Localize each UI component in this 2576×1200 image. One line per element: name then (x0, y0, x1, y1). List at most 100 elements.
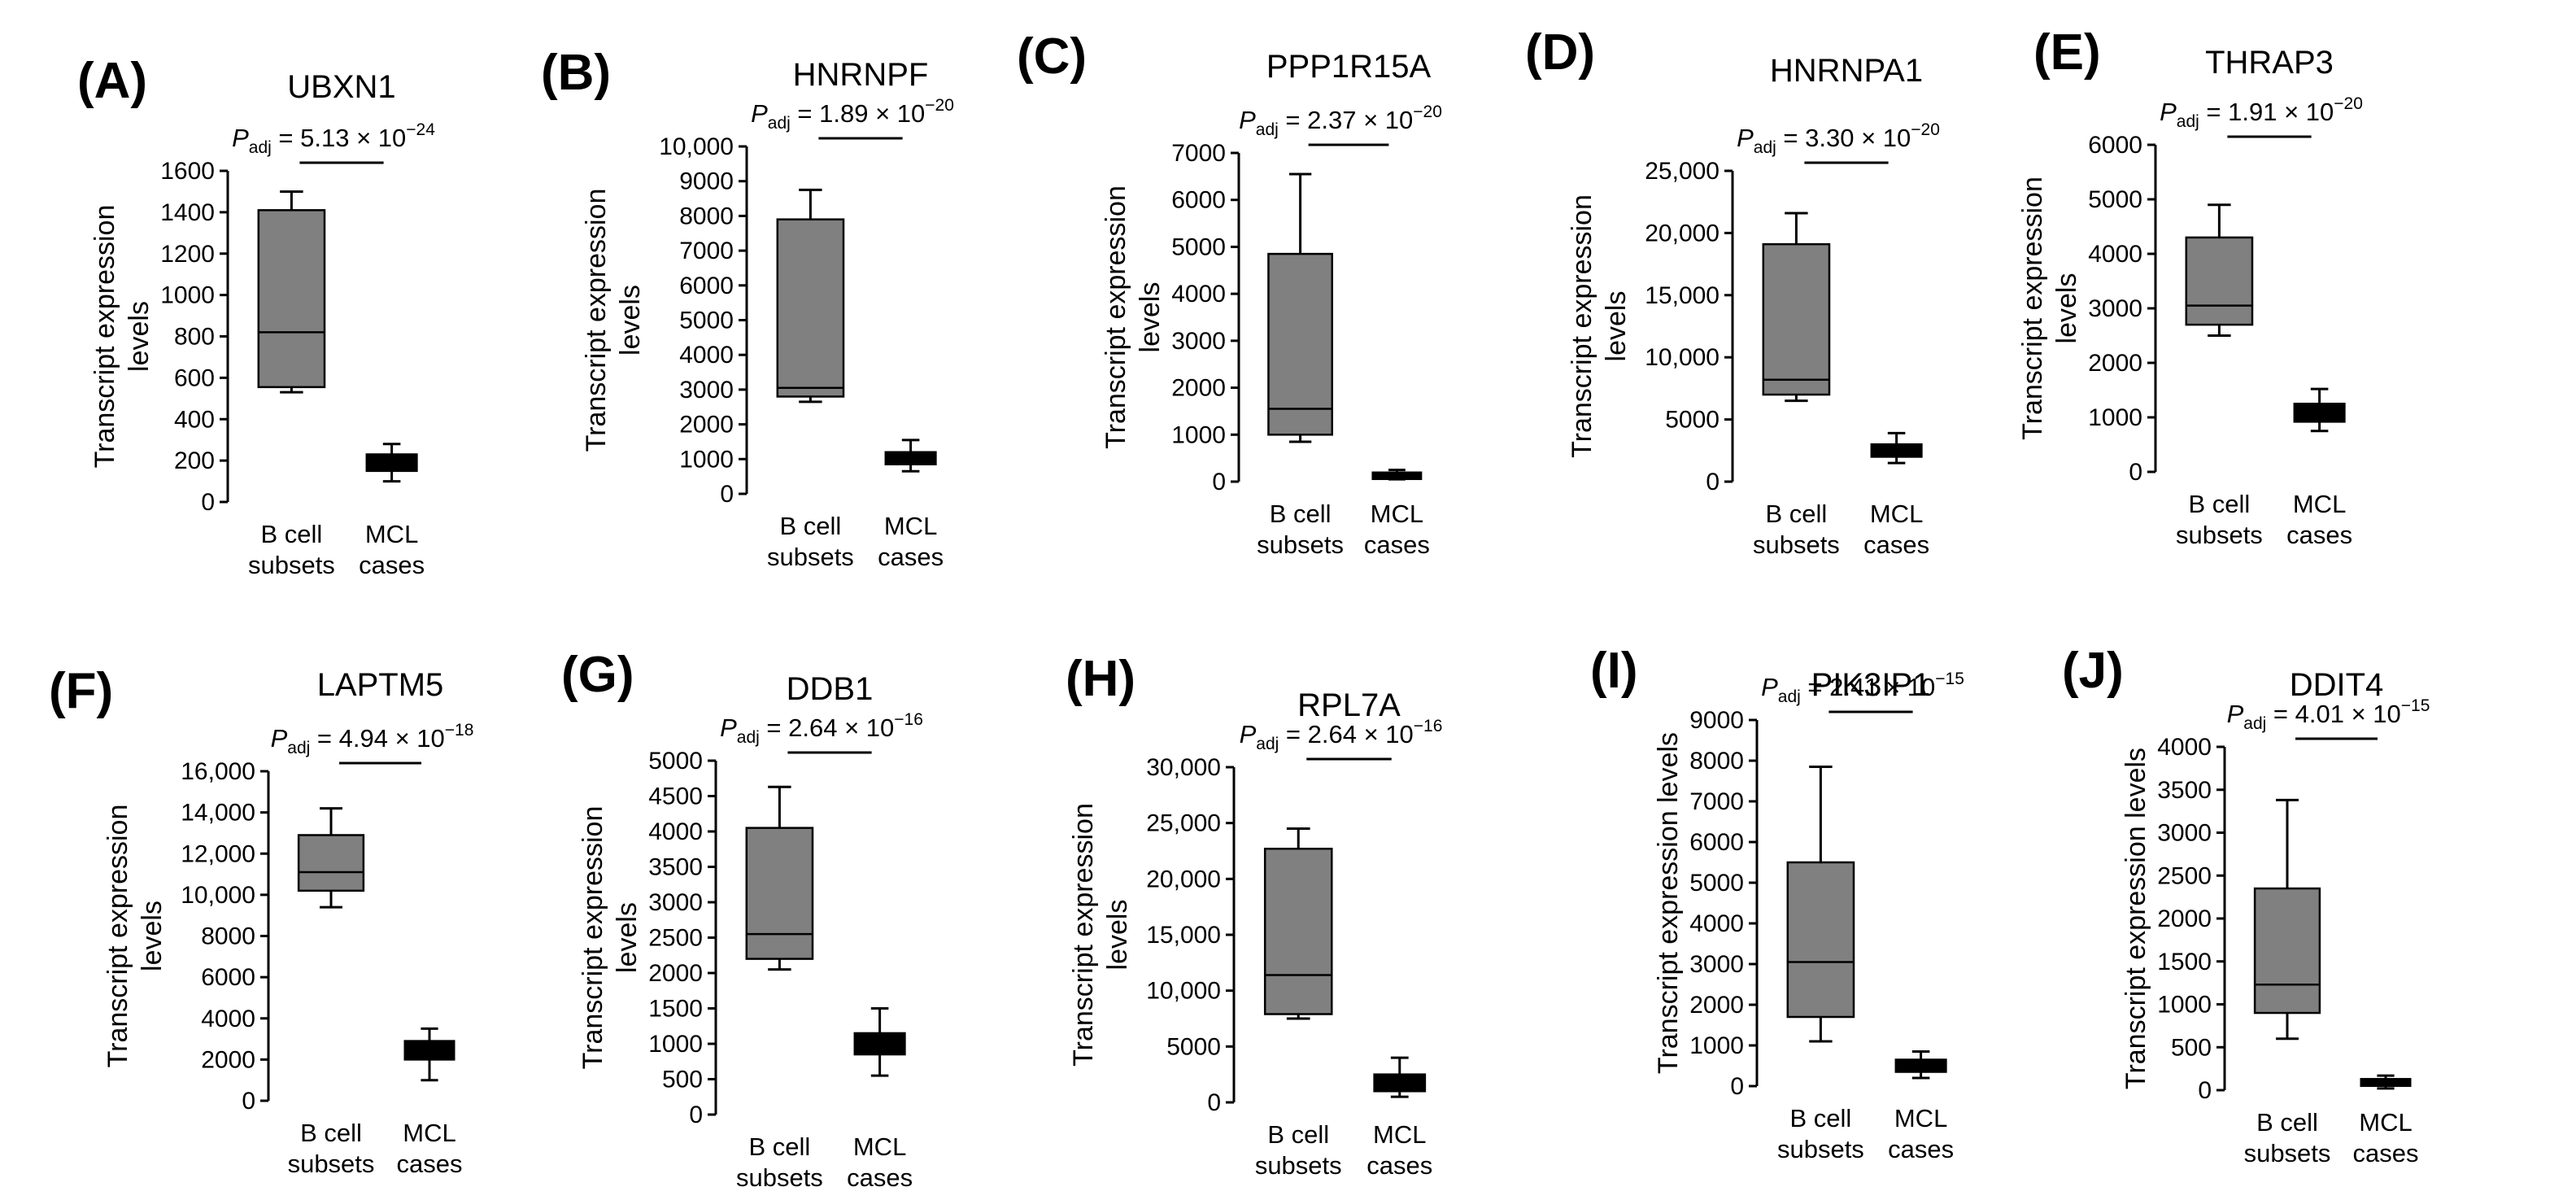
y-tick-label: 2000 (201, 1046, 255, 1073)
panel-letter: (C) (1017, 28, 1087, 85)
y-tick-label: 15,000 (1645, 282, 1720, 309)
y-tick-label: 6000 (1171, 187, 1226, 214)
y-tick-label: 1600 (160, 158, 215, 185)
y-tick-label: 15,000 (1146, 922, 1221, 949)
y-axis-label: levels (124, 301, 155, 372)
category-label: subsets (767, 543, 854, 571)
y-tick-label: 1000 (1171, 421, 1226, 448)
panel-e: (E) THRAP3 0 1000 2000 3000 4000 5000 6000 Transc… (2017, 24, 2363, 549)
y-axis-label: Transcript expression levels (2121, 748, 2151, 1089)
panel-a: (A) UBXN1 0 200 400 600 800 1000 1200 1400 1600 Tra… (77, 53, 435, 579)
panel-letter: (J) (2062, 643, 2124, 699)
y-tick-label: 9000 (679, 168, 734, 195)
y-tick-label: 30,000 (1146, 754, 1221, 781)
y-axis-label: Transcript expression (1101, 185, 1131, 449)
y-tick-label: 2000 (679, 412, 734, 439)
y-tick-label: 25,000 (1146, 810, 1221, 837)
iqr-box (1267, 252, 1333, 436)
y-axis-label: levels (615, 285, 646, 356)
y-tick-label: 3000 (1171, 328, 1226, 355)
box-b-cell-subsets (297, 807, 365, 909)
panel-h: (H) RPL7A 0 5000 10,000 15,000 20,000 25,000 30,… (1066, 651, 1442, 1180)
y-tick-label: 2000 (1689, 992, 1744, 1019)
y-tick-label: 7000 (679, 238, 734, 264)
y-tick-label: 1000 (2157, 992, 2212, 1019)
panel-letter: (A) (77, 53, 147, 109)
y-tick-label: 5000 (1665, 407, 1720, 434)
category-label: subsets (2176, 521, 2263, 549)
y-axis-label: levels (2051, 273, 2082, 344)
category-label: subsets (288, 1150, 375, 1178)
y-tick-label: 400 (174, 406, 215, 433)
y-tick-label: 1000 (160, 282, 215, 309)
y-tick-label: 25,000 (1645, 158, 1720, 185)
category-label: cases (2353, 1139, 2419, 1167)
category-label: cases (1888, 1135, 1954, 1163)
y-tick-label: 10,000 (1645, 344, 1720, 371)
panel-f: (F) LAPTM5 0 2000 4000 6000 8000 10,000 12,000 14… (49, 663, 473, 1178)
gene-title: UBXN1 (287, 69, 395, 105)
y-axis-label: levels (1135, 282, 1166, 353)
y-tick-label: 500 (2171, 1034, 2212, 1061)
category-label: subsets (736, 1163, 823, 1192)
y-tick-label: 500 (662, 1067, 703, 1093)
iqr-box (1263, 848, 1333, 1015)
y-tick-label: 2500 (2157, 862, 2212, 889)
category-label: B cell (300, 1119, 362, 1147)
y-axis-label: Transcript expression (2017, 177, 2048, 440)
y-tick-label: 1400 (160, 199, 215, 226)
y-tick-label: 14,000 (181, 800, 255, 827)
iqr-box (403, 1040, 455, 1061)
y-tick-label: 0 (242, 1088, 255, 1115)
box-b-cell-subsets (257, 190, 326, 394)
panel-b: (B) HNRNPF 0 1000 2000 3000 4000 5000 6000 7000 80… (541, 45, 954, 571)
y-tick-label: 3500 (2157, 777, 2212, 804)
gene-title: PPP1R15A (1266, 49, 1432, 85)
iqr-box (1786, 861, 1855, 1019)
y-tick-label: 600 (174, 364, 215, 391)
y-tick-label: 6000 (679, 273, 734, 299)
y-axis-label: Transcript expression (1068, 803, 1099, 1067)
y-tick-label: 0 (201, 489, 215, 516)
box-mcl-cases (365, 443, 418, 483)
y-tick-label: 0 (1207, 1089, 1221, 1116)
y-tick-label: 2500 (648, 925, 703, 952)
box-mcl-cases (1870, 431, 1923, 465)
category-label: MCL (2359, 1108, 2412, 1137)
category-label: B cell (1789, 1104, 1851, 1132)
p-adj-label: Padj = 4.94 × 10−18 (271, 721, 474, 757)
category-label: MCL (853, 1132, 906, 1161)
gene-title: HNRNPA1 (1770, 53, 1923, 89)
category-label: B cell (2256, 1108, 2318, 1137)
category-label: B cell (748, 1132, 810, 1161)
y-tick-label: 10,000 (659, 133, 734, 160)
y-axis-label: levels (1601, 291, 1632, 362)
p-adj-label: Padj = 2.64 × 10−16 (1240, 717, 1443, 753)
panel-letter: (H) (1066, 651, 1135, 707)
box-b-cell-subsets (1267, 172, 1333, 443)
category-label: cases (359, 551, 425, 579)
y-tick-label: 5000 (679, 308, 734, 334)
category-label: cases (2286, 521, 2352, 549)
y-tick-label: 4000 (2088, 241, 2142, 268)
iqr-box (2185, 236, 2254, 326)
y-axis-label: Transcript expression (578, 806, 608, 1070)
y-tick-label: 0 (2129, 459, 2142, 486)
y-tick-label: 20,000 (1645, 220, 1720, 247)
y-tick-label: 3000 (2157, 820, 2212, 847)
y-axis-label: levels (1102, 900, 1133, 971)
y-tick-label: 4500 (648, 783, 703, 810)
y-tick-label: 3000 (1689, 951, 1744, 978)
iqr-box (745, 827, 814, 960)
panel-letter: (G) (561, 647, 634, 703)
panel-letter: (B) (541, 45, 611, 101)
y-tick-label: 0 (1706, 469, 1720, 495)
box-b-cell-subsets (1263, 827, 1333, 1020)
box-mcl-cases (2293, 387, 2346, 433)
gene-title: DDIT4 (2290, 667, 2384, 703)
panel-letter: (D) (1525, 24, 1595, 81)
category-label: cases (878, 543, 944, 571)
category-label: cases (1364, 530, 1430, 559)
y-tick-label: 1500 (648, 996, 703, 1023)
